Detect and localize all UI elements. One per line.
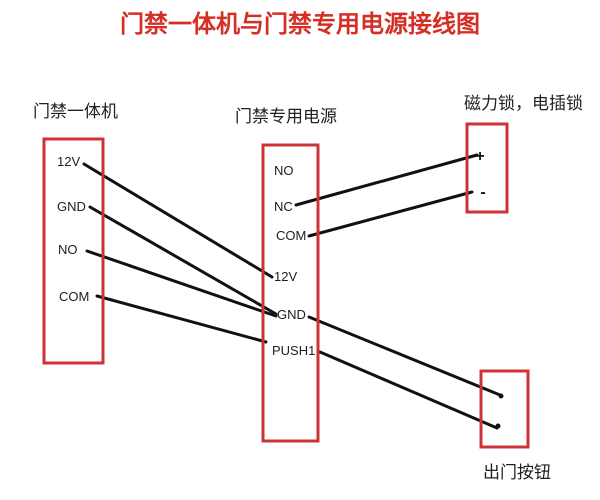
terminal-ac-com: COM bbox=[59, 289, 89, 304]
terminal-ps-com: COM bbox=[276, 228, 306, 243]
wires-left bbox=[82, 162, 278, 344]
device-lock: 磁力锁，电插锁 + - bbox=[464, 94, 583, 214]
lock-box bbox=[465, 122, 509, 214]
terminal-ps-push1: PUSH1 bbox=[272, 343, 315, 358]
terminal-lock-plus: + bbox=[475, 148, 484, 165]
lock-label: 磁力锁，电插锁 bbox=[464, 94, 583, 113]
terminal-ps-12v: 12V bbox=[274, 269, 297, 284]
wire-accom-pspush1 bbox=[95, 294, 268, 344]
terminal-ac-gnd: GND bbox=[57, 199, 86, 214]
terminal-lock-minus: - bbox=[480, 184, 485, 201]
device-access-controller: 门禁一体机 12V GND NO COM bbox=[33, 102, 118, 365]
exit-button-label: 出门按钮 bbox=[483, 463, 551, 482]
wires-right bbox=[294, 153, 502, 430]
wire-pscom-lockminus bbox=[307, 190, 474, 238]
exit-button-terminal-dot-2 bbox=[495, 423, 501, 429]
power-supply-box bbox=[261, 143, 320, 443]
exit-button-box bbox=[479, 369, 530, 449]
device-exit-button: 出门按钮 bbox=[479, 369, 551, 482]
access-controller-box bbox=[42, 137, 105, 365]
terminal-ac-no: NO bbox=[58, 242, 78, 257]
wire-acno-psgnd bbox=[85, 249, 278, 318]
power-supply-label: 门禁专用电源 bbox=[235, 107, 337, 126]
wire-psnc-lockplus bbox=[294, 153, 479, 207]
terminal-ps-nc: NC bbox=[274, 199, 293, 214]
access-controller-label: 门禁一体机 bbox=[33, 102, 118, 121]
terminal-ac-12v: 12V bbox=[57, 154, 80, 169]
exit-button-terminal-dot-1 bbox=[498, 393, 504, 399]
diagram-title: 门禁一体机与门禁专用电源接线图 bbox=[120, 10, 480, 38]
wire-pspush1-button bbox=[318, 350, 499, 430]
device-power-supply: 门禁专用电源 NO NC COM 12V GND PUSH1 bbox=[235, 107, 337, 443]
wire-psgnd-button bbox=[307, 315, 502, 397]
wire-ac12v-ps12v bbox=[82, 162, 274, 279]
terminal-ps-no: NO bbox=[274, 163, 294, 178]
terminal-ps-gnd: GND bbox=[277, 307, 306, 322]
wire-acgnd-psgnd bbox=[88, 205, 278, 316]
